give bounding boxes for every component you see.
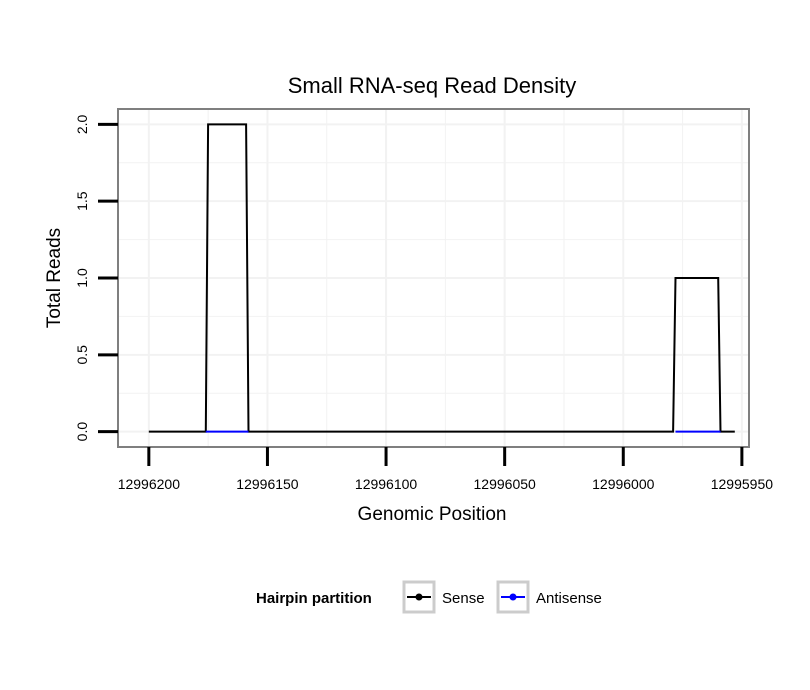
x-tick-label: 12996050	[474, 476, 537, 492]
legend-key-point	[415, 593, 423, 601]
y-axis: 0.0 0.5 1.0 1.5 2.0	[74, 114, 118, 441]
y-tick-label: 0.5	[74, 345, 90, 365]
x-tick-label: 12996150	[236, 476, 299, 492]
legend-label-sense: Sense	[442, 590, 485, 607]
series-layer	[148, 123, 735, 433]
series-line-sense	[148, 123, 735, 433]
y-tick-label: 2.0	[74, 114, 90, 134]
x-tick-label: 12996000	[592, 476, 655, 492]
legend-key-point	[509, 593, 517, 601]
legend: Hairpin partition Sense Antisense	[256, 580, 602, 614]
x-tick-label: 12996200	[118, 476, 181, 492]
x-axis-title: Genomic Position	[358, 504, 507, 525]
y-tick-label: 1.5	[74, 191, 90, 211]
x-tick-label: 12996100	[355, 476, 418, 492]
x-axis: 12996200 12996150 12996100 12996050 12996000…	[118, 447, 774, 492]
legend-label-antisense: Antisense	[536, 590, 602, 607]
legend-title: Hairpin partition	[256, 590, 372, 607]
y-tick-label: 1.0	[74, 268, 90, 288]
y-axis-title: Total Reads	[44, 228, 65, 328]
chart-title: Small RNA-seq Read Density	[288, 73, 577, 98]
x-tick-label: 12995950	[711, 476, 774, 492]
y-tick-label: 0.0	[74, 422, 90, 442]
